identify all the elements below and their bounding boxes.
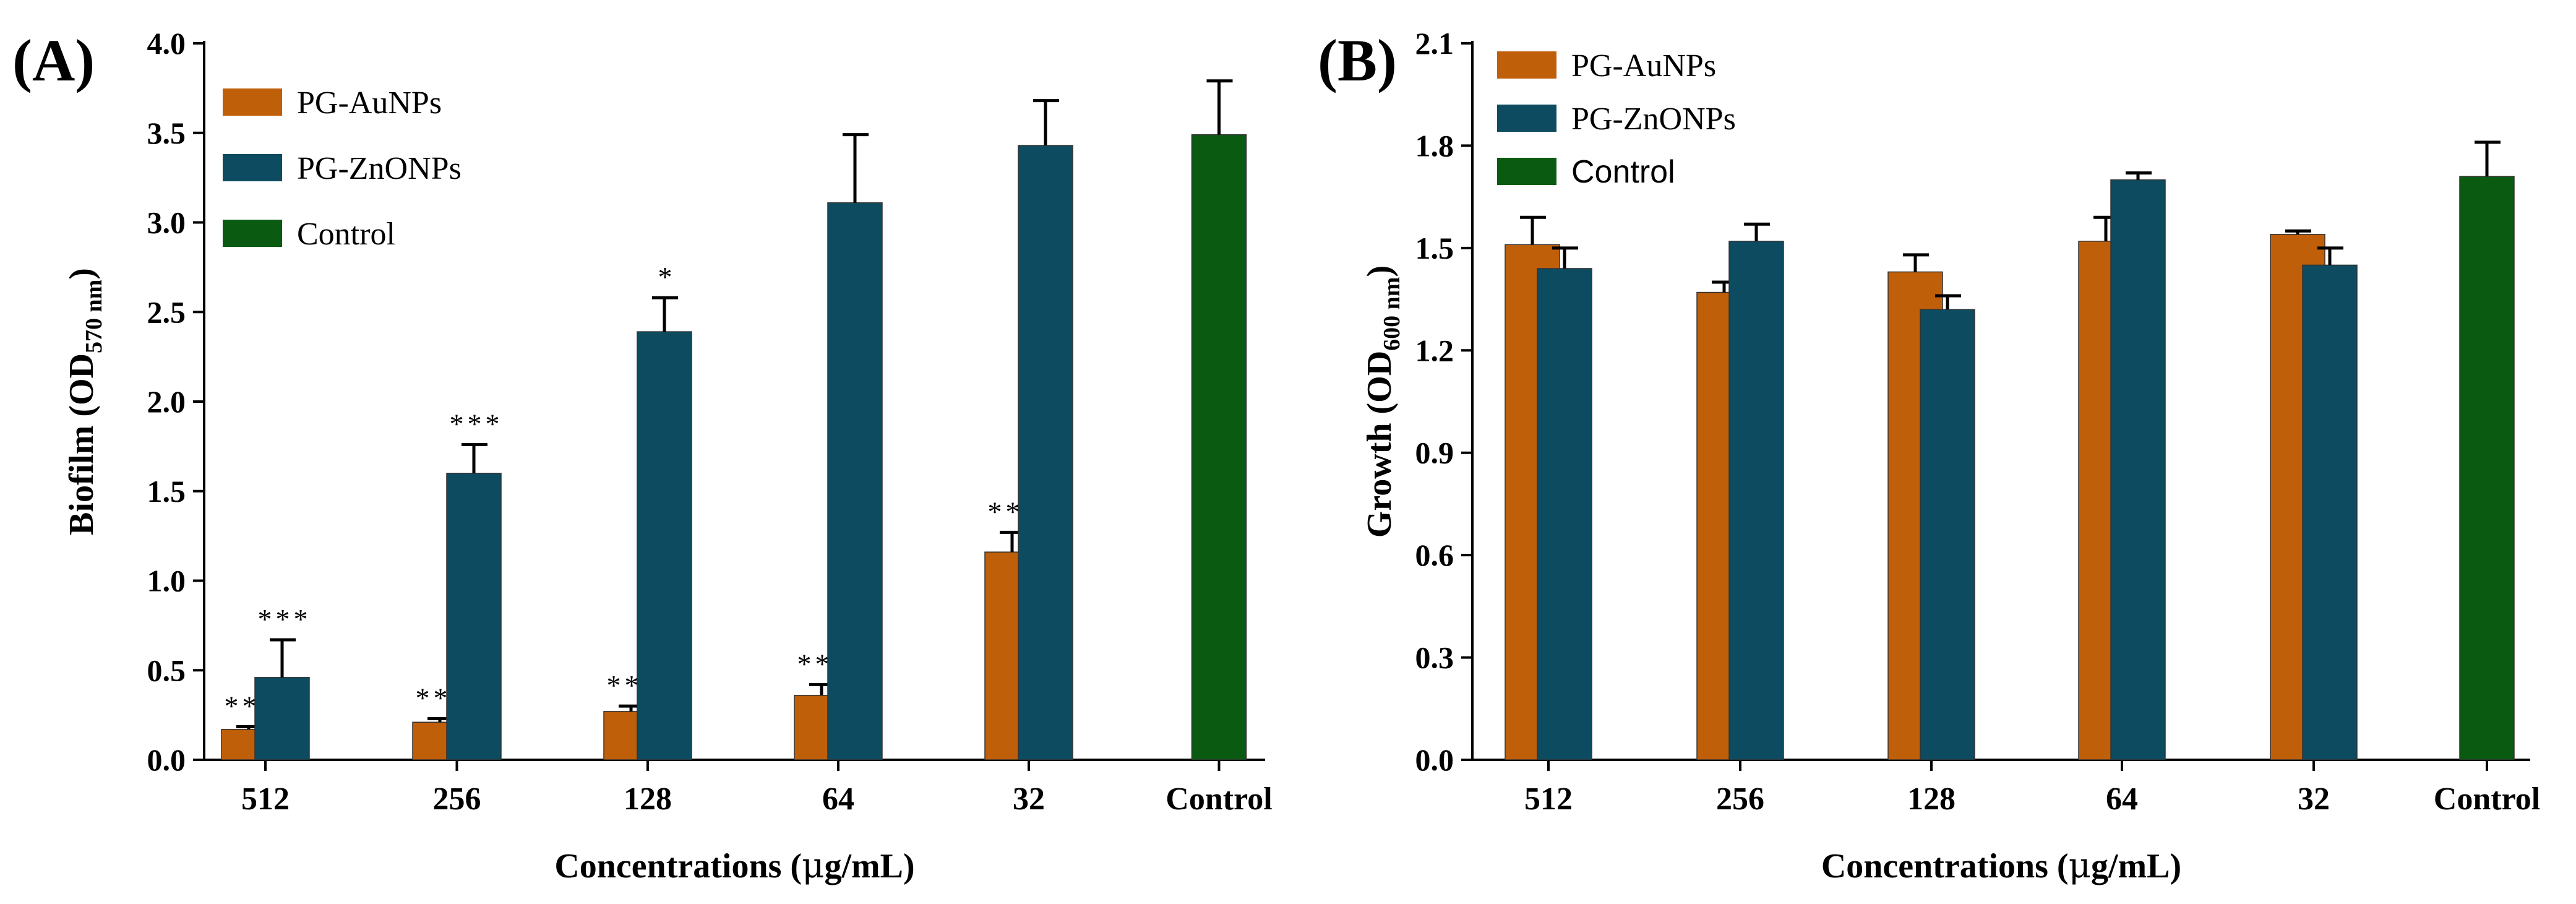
bar bbox=[1537, 268, 1592, 760]
y-tick-label: 2.1 bbox=[1415, 26, 1454, 61]
bar bbox=[827, 202, 883, 760]
significance-label: * bbox=[658, 261, 676, 293]
legend-swatch bbox=[223, 88, 282, 116]
y-tick-label: 0.9 bbox=[1415, 436, 1454, 470]
x-tick-label: 32 bbox=[2298, 781, 2330, 817]
y-tick-label: 2.0 bbox=[147, 384, 186, 419]
bar bbox=[254, 677, 310, 760]
y-tick-label: 1.8 bbox=[1415, 128, 1454, 163]
y-axis-title-end: ) bbox=[62, 268, 101, 280]
x-axis-title: Concentrations (μg/mL) bbox=[1821, 846, 2181, 886]
x-axis-title-prefix: Concentrations ( bbox=[1821, 847, 2069, 885]
x-tick-label: 64 bbox=[822, 781, 854, 817]
y-tick-label: 1.0 bbox=[147, 564, 186, 598]
panel-label: (B) bbox=[1318, 27, 1397, 93]
x-tick-label: 256 bbox=[433, 781, 481, 817]
x-axis-title: Concentrations (μg/mL) bbox=[554, 846, 914, 886]
y-tick-label: 3.5 bbox=[147, 116, 186, 150]
y-axis-title-sub: 570 nm bbox=[81, 280, 107, 353]
x-axis-title-mu: μ bbox=[2069, 846, 2091, 886]
bar bbox=[1018, 145, 1073, 760]
y-axis-title-sub: 600 nm bbox=[1379, 277, 1405, 351]
y-axis-title-main: Biofilm (OD bbox=[62, 353, 101, 535]
bar bbox=[637, 331, 692, 760]
y-tick-label: 0.0 bbox=[1415, 743, 1454, 777]
y-tick-label: 3.0 bbox=[147, 205, 186, 240]
bar bbox=[1728, 241, 1784, 760]
legend-label: Control bbox=[297, 217, 395, 252]
significance-label: *** bbox=[258, 603, 312, 635]
x-tick-label: 32 bbox=[1013, 781, 1045, 817]
x-axis-title-mu: μ bbox=[802, 846, 824, 886]
y-tick-label: 1.5 bbox=[1415, 231, 1454, 265]
y-axis-title-main: Growth (OD bbox=[1360, 351, 1399, 538]
y-tick-label: 0.3 bbox=[1415, 640, 1454, 675]
y-axis-title: Growth (OD600 nm) bbox=[1360, 265, 1405, 538]
y-tick-label: 0.5 bbox=[147, 653, 186, 687]
bar bbox=[446, 473, 502, 760]
x-tick-label: 512 bbox=[1524, 781, 1573, 817]
y-tick-label: 1.5 bbox=[147, 474, 186, 509]
legend-label: PG-ZnONPs bbox=[1571, 101, 1736, 137]
bar bbox=[2459, 176, 2515, 760]
x-axis-title-suffix: g/mL) bbox=[2091, 847, 2181, 885]
bar bbox=[1191, 134, 1247, 760]
y-tick-label: 1.2 bbox=[1415, 333, 1454, 368]
x-tick-label: 512 bbox=[241, 781, 290, 817]
legend-swatch bbox=[223, 154, 282, 181]
y-tick-label: 4.0 bbox=[147, 26, 186, 61]
panel-label: (A) bbox=[12, 27, 95, 93]
bar bbox=[2302, 264, 2358, 760]
x-axis-title-suffix: g/mL) bbox=[824, 847, 914, 885]
legend-label: PG-AuNPs bbox=[1571, 48, 1716, 84]
x-tick-label: 128 bbox=[1907, 781, 1956, 817]
legend-swatch bbox=[223, 220, 282, 247]
legend-label: PG-AuNPs bbox=[297, 85, 442, 121]
legend-label: PG-ZnONPs bbox=[297, 151, 462, 186]
legend-swatch bbox=[1497, 105, 1556, 132]
y-axis-title-end: ) bbox=[1360, 265, 1399, 277]
y-axis-title: Biofilm (OD570 nm) bbox=[62, 268, 107, 535]
x-axis-title-prefix: Concentrations ( bbox=[554, 847, 802, 885]
x-tick-label: Control bbox=[1166, 781, 1272, 817]
legend-swatch bbox=[1497, 158, 1556, 185]
significance-label: *** bbox=[450, 408, 504, 439]
legend-swatch bbox=[1497, 51, 1556, 79]
x-tick-label: 128 bbox=[624, 781, 672, 817]
y-tick-label: 0.6 bbox=[1415, 538, 1454, 572]
bar bbox=[2110, 179, 2166, 760]
x-tick-label: 256 bbox=[1716, 781, 1764, 817]
x-tick-label: 64 bbox=[2106, 781, 2138, 817]
legend-label: Control bbox=[1571, 154, 1675, 190]
bar bbox=[1920, 309, 1975, 760]
y-tick-label: 0.0 bbox=[147, 743, 186, 777]
x-tick-label: Control bbox=[2434, 781, 2540, 817]
y-tick-label: 2.5 bbox=[147, 295, 186, 329]
